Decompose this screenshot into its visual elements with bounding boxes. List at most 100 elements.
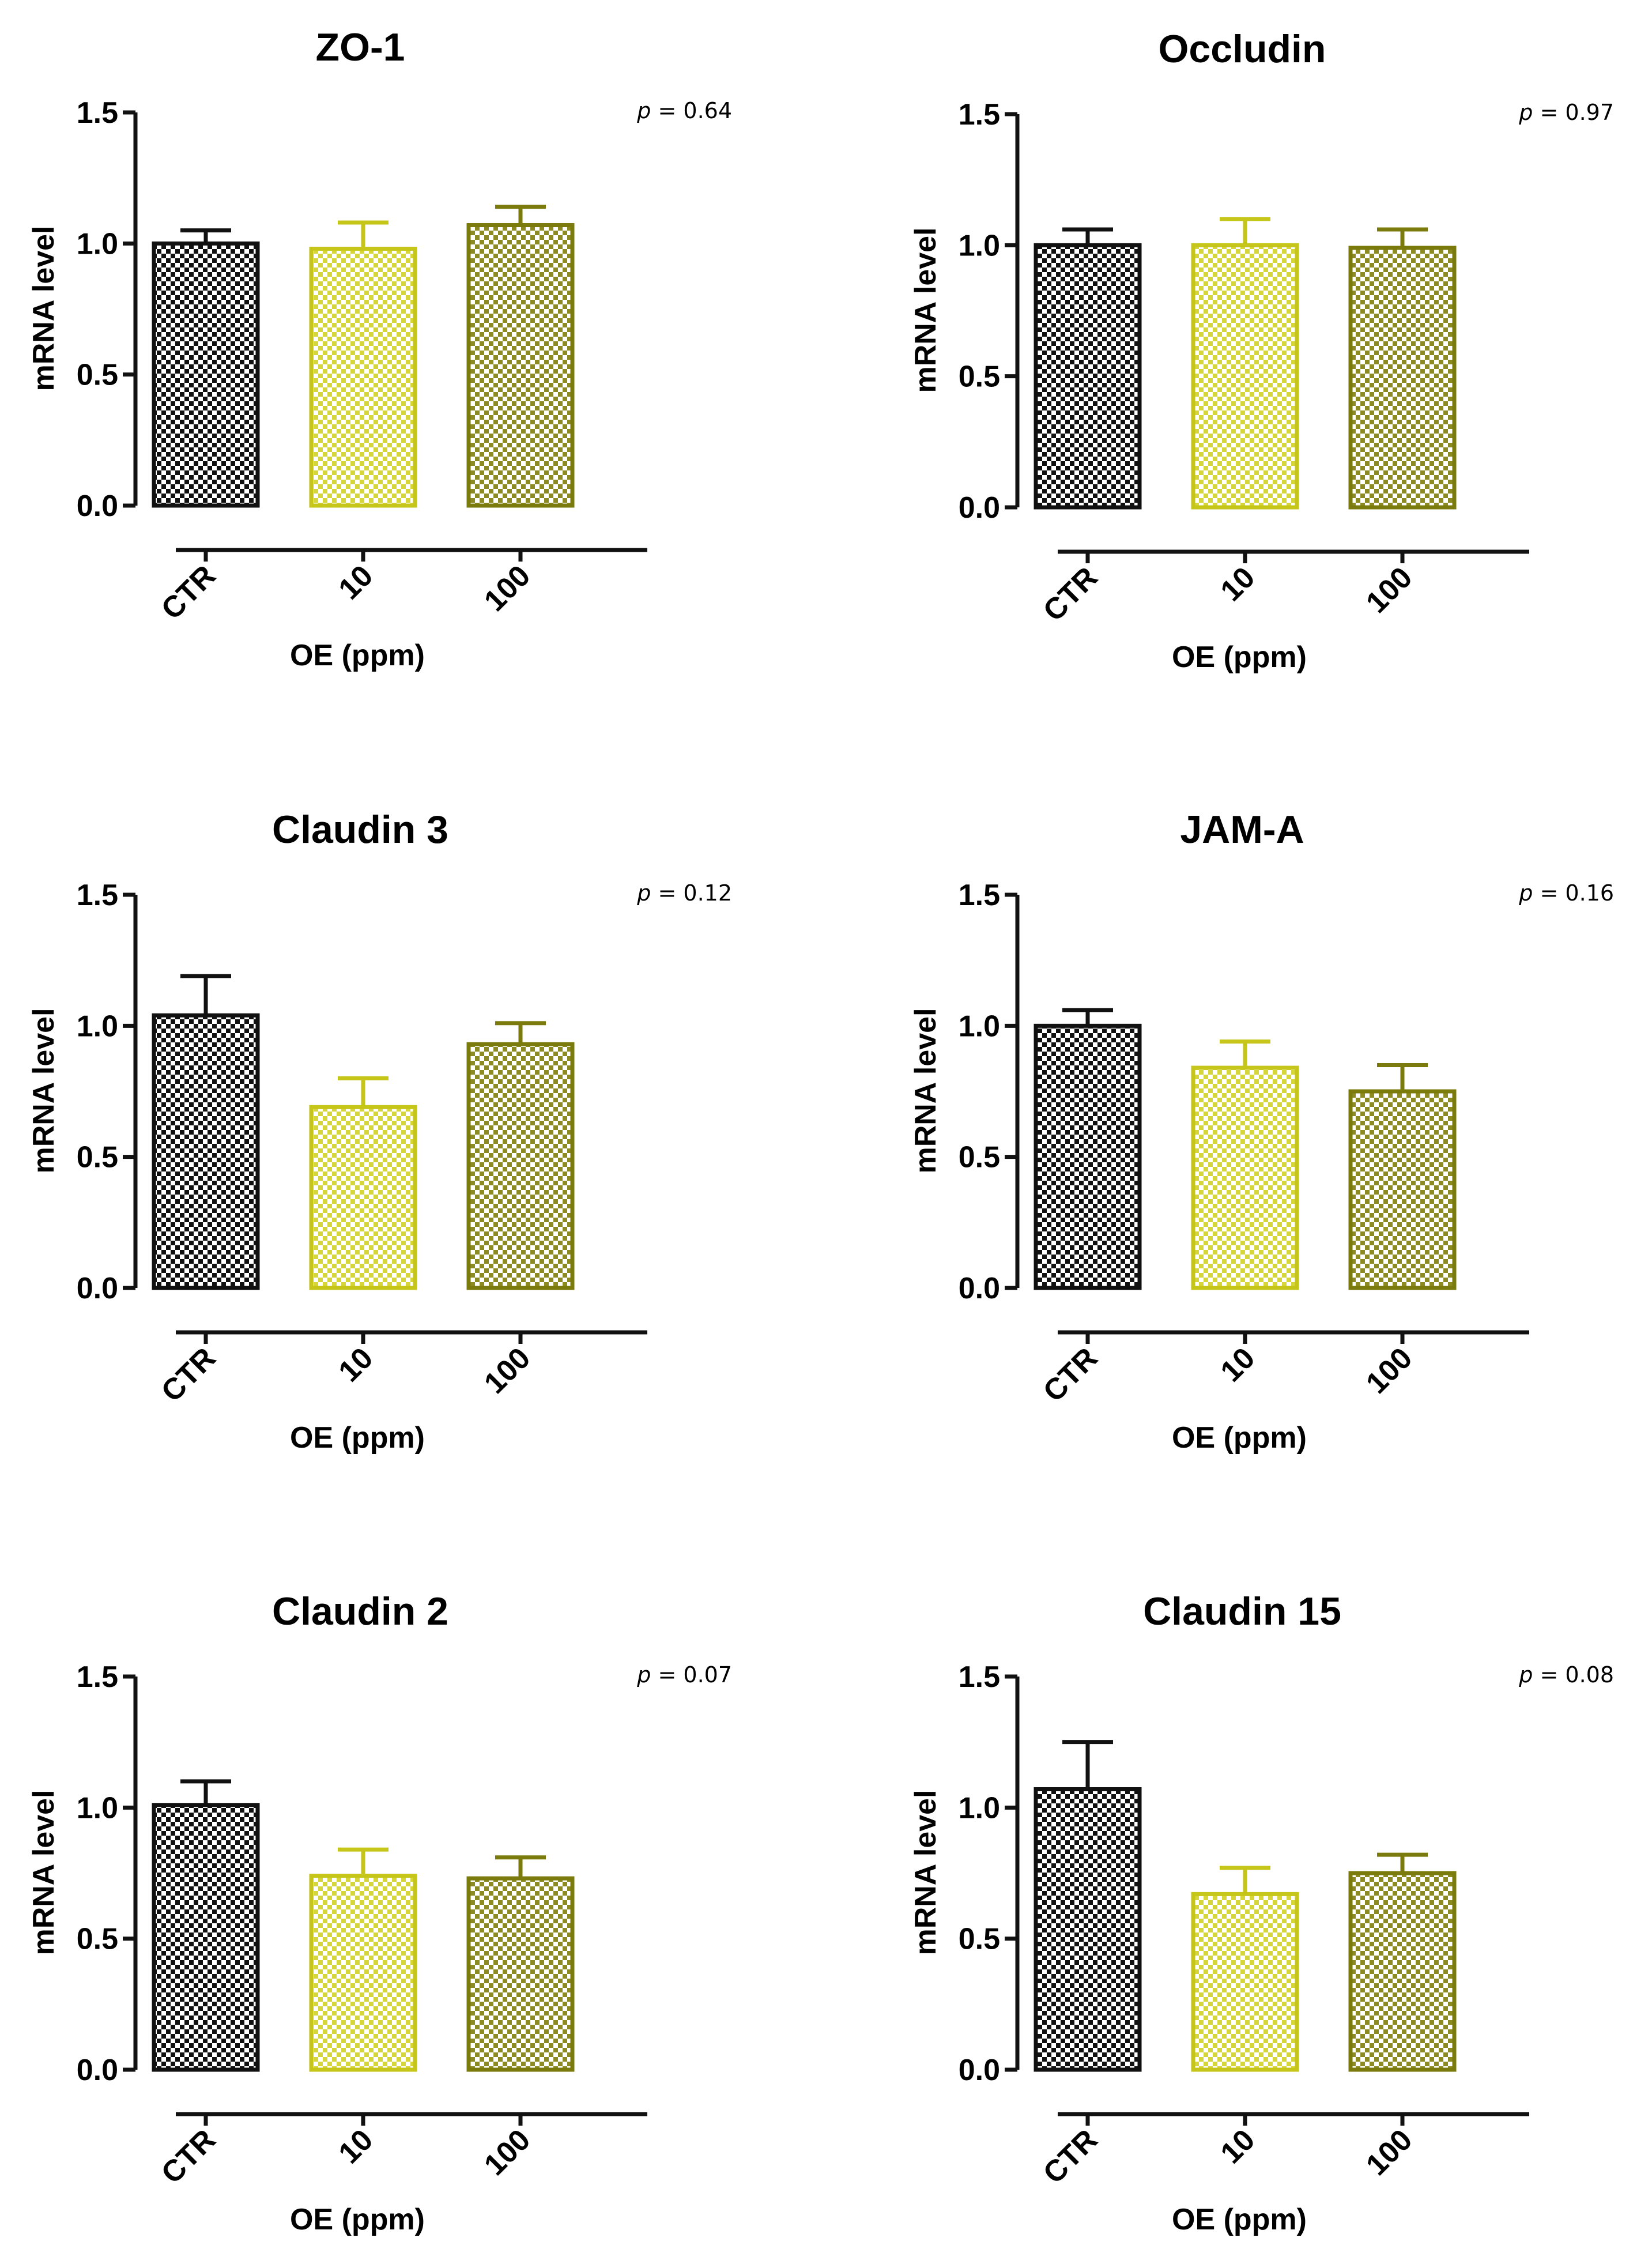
bar xyxy=(1348,1871,1457,2072)
x-tick-label: 100 xyxy=(478,559,537,617)
bar xyxy=(1348,1089,1457,1290)
y-tick-label: 0.0 xyxy=(77,489,118,523)
x-axis-label: OE (ppm) xyxy=(1172,641,1307,674)
x-tick-label: 100 xyxy=(478,1341,537,1400)
bar xyxy=(152,241,260,508)
chart-title: JAM-A xyxy=(1180,808,1304,852)
chart-title: Occludin xyxy=(1159,27,1326,71)
x-tick-label: 10 xyxy=(333,559,380,606)
bar xyxy=(466,223,575,508)
p-value-label: p = 0.64 xyxy=(636,98,732,123)
y-axis-label: mRNA level xyxy=(27,225,61,391)
y-tick-label: 0.0 xyxy=(959,491,1000,525)
p-symbol: p xyxy=(636,880,651,906)
chart-panel: JAM-A p = 0.16 0.0 0.5 1.0 1.5 mRNA level CTR 10… xyxy=(909,808,1614,1455)
x-tick-label: CTR xyxy=(1037,2123,1104,2190)
y-tick-label: 1.0 xyxy=(77,1791,118,1825)
x-tick-label: 10 xyxy=(1215,1341,1262,1388)
chart-panel: Claudin 3 p = 0.12 0.0 0.5 1.0 1.5 mRNA level C… xyxy=(27,808,732,1455)
y-axis-label: mRNA level xyxy=(909,1790,942,1955)
y-axis-label: mRNA level xyxy=(909,1008,942,1173)
y-tick-label: 0.0 xyxy=(77,2054,118,2087)
p-value-label: p = 0.97 xyxy=(1518,100,1614,125)
y-tick-label: 0.5 xyxy=(959,360,1000,394)
p-symbol: p xyxy=(1518,1662,1533,1687)
p-value-text: = 0.07 xyxy=(651,1662,732,1687)
bar xyxy=(1348,246,1457,510)
chart-panel: Claudin 2 p = 0.07 0.0 0.5 1.0 1.5 mRNA level C… xyxy=(27,1589,732,2236)
p-value-text: = 0.08 xyxy=(1533,1662,1614,1687)
x-tick-label: 10 xyxy=(333,2123,380,2170)
p-symbol: p xyxy=(636,98,651,123)
bar xyxy=(1191,1892,1299,2072)
p-value-text: = 0.12 xyxy=(651,880,732,906)
x-axis-label: OE (ppm) xyxy=(1172,1421,1307,1455)
y-tick-label: 1.5 xyxy=(959,98,1000,131)
bar xyxy=(1034,1023,1142,1290)
chart-panel: Claudin 15 p = 0.08 0.0 0.5 1.0 1.5 mRNA level… xyxy=(909,1589,1614,2236)
p-value-label: p = 0.07 xyxy=(636,1662,732,1687)
x-tick-label: CTR xyxy=(155,1341,222,1408)
x-tick-label: 100 xyxy=(478,2123,537,2182)
bar xyxy=(152,1013,260,1290)
bar xyxy=(466,1876,575,2072)
x-axis-label: OE (ppm) xyxy=(290,1421,425,1455)
y-tick-label: 1.0 xyxy=(959,1009,1000,1043)
y-axis-label: mRNA level xyxy=(27,1008,61,1173)
bar xyxy=(1034,1787,1142,2072)
x-axis-label: OE (ppm) xyxy=(1172,2203,1307,2236)
y-tick-label: 1.0 xyxy=(959,229,1000,262)
y-axis-label: mRNA level xyxy=(27,1790,61,1955)
y-tick-label: 1.5 xyxy=(959,1660,1000,1694)
y-tick-label: 0.0 xyxy=(77,1272,118,1305)
bar xyxy=(152,1803,260,2072)
x-tick-label: CTR xyxy=(155,2123,222,2190)
y-axis-label: mRNA level xyxy=(909,227,942,393)
p-value-label: p = 0.08 xyxy=(1518,1662,1614,1687)
x-axis-label: OE (ppm) xyxy=(290,2203,425,2236)
x-tick-label: CTR xyxy=(1037,560,1104,628)
bar xyxy=(1191,1065,1299,1290)
y-tick-label: 0.5 xyxy=(959,1141,1000,1174)
bar xyxy=(1191,243,1299,510)
chart-panel: Occludin p = 0.97 0.0 0.5 1.0 1.5 mRNA level CT… xyxy=(909,27,1614,674)
x-axis-label: OE (ppm) xyxy=(290,639,425,672)
x-tick-label: CTR xyxy=(1037,1341,1104,1408)
y-tick-label: 0.5 xyxy=(77,359,118,392)
bar xyxy=(309,246,417,508)
x-tick-label: 100 xyxy=(1360,560,1419,619)
bar xyxy=(309,1105,417,1290)
p-value-label: p = 0.12 xyxy=(636,880,732,906)
x-tick-label: 100 xyxy=(1360,2123,1419,2182)
p-symbol: p xyxy=(1518,880,1533,906)
chart-title: Claudin 2 xyxy=(272,1589,448,1633)
y-tick-label: 1.5 xyxy=(77,96,118,130)
y-tick-label: 0.5 xyxy=(77,1141,118,1174)
y-tick-label: 1.0 xyxy=(959,1791,1000,1825)
y-tick-label: 1.5 xyxy=(77,1660,118,1694)
p-value-label: p = 0.16 xyxy=(1518,880,1614,906)
y-tick-label: 0.5 xyxy=(959,1923,1000,1956)
x-tick-label: 10 xyxy=(1215,2123,1262,2170)
x-tick-label: CTR xyxy=(155,559,222,626)
chart-title: ZO-1 xyxy=(316,25,405,69)
y-tick-label: 1.0 xyxy=(77,1009,118,1043)
chart-title: Claudin 15 xyxy=(1143,1589,1341,1633)
p-symbol: p xyxy=(636,1662,651,1687)
bar xyxy=(466,1042,575,1290)
p-value-text: = 0.97 xyxy=(1533,100,1614,125)
p-value-text: = 0.64 xyxy=(651,98,732,123)
x-tick-label: 10 xyxy=(1215,560,1262,608)
y-tick-label: 0.5 xyxy=(77,1923,118,1956)
x-tick-label: 100 xyxy=(1360,1341,1419,1400)
y-tick-label: 1.5 xyxy=(77,879,118,912)
bar xyxy=(1034,243,1142,510)
y-tick-label: 0.0 xyxy=(959,1272,1000,1305)
y-tick-label: 1.0 xyxy=(77,227,118,261)
x-tick-label: 10 xyxy=(333,1341,380,1388)
p-symbol: p xyxy=(1518,100,1533,125)
y-tick-label: 1.5 xyxy=(959,879,1000,912)
chart-panel: ZO-1 p = 0.64 0.0 0.5 1.0 1.5 mRNA level CTR 10 1… xyxy=(27,25,732,672)
chart-title: Claudin 3 xyxy=(272,808,448,852)
